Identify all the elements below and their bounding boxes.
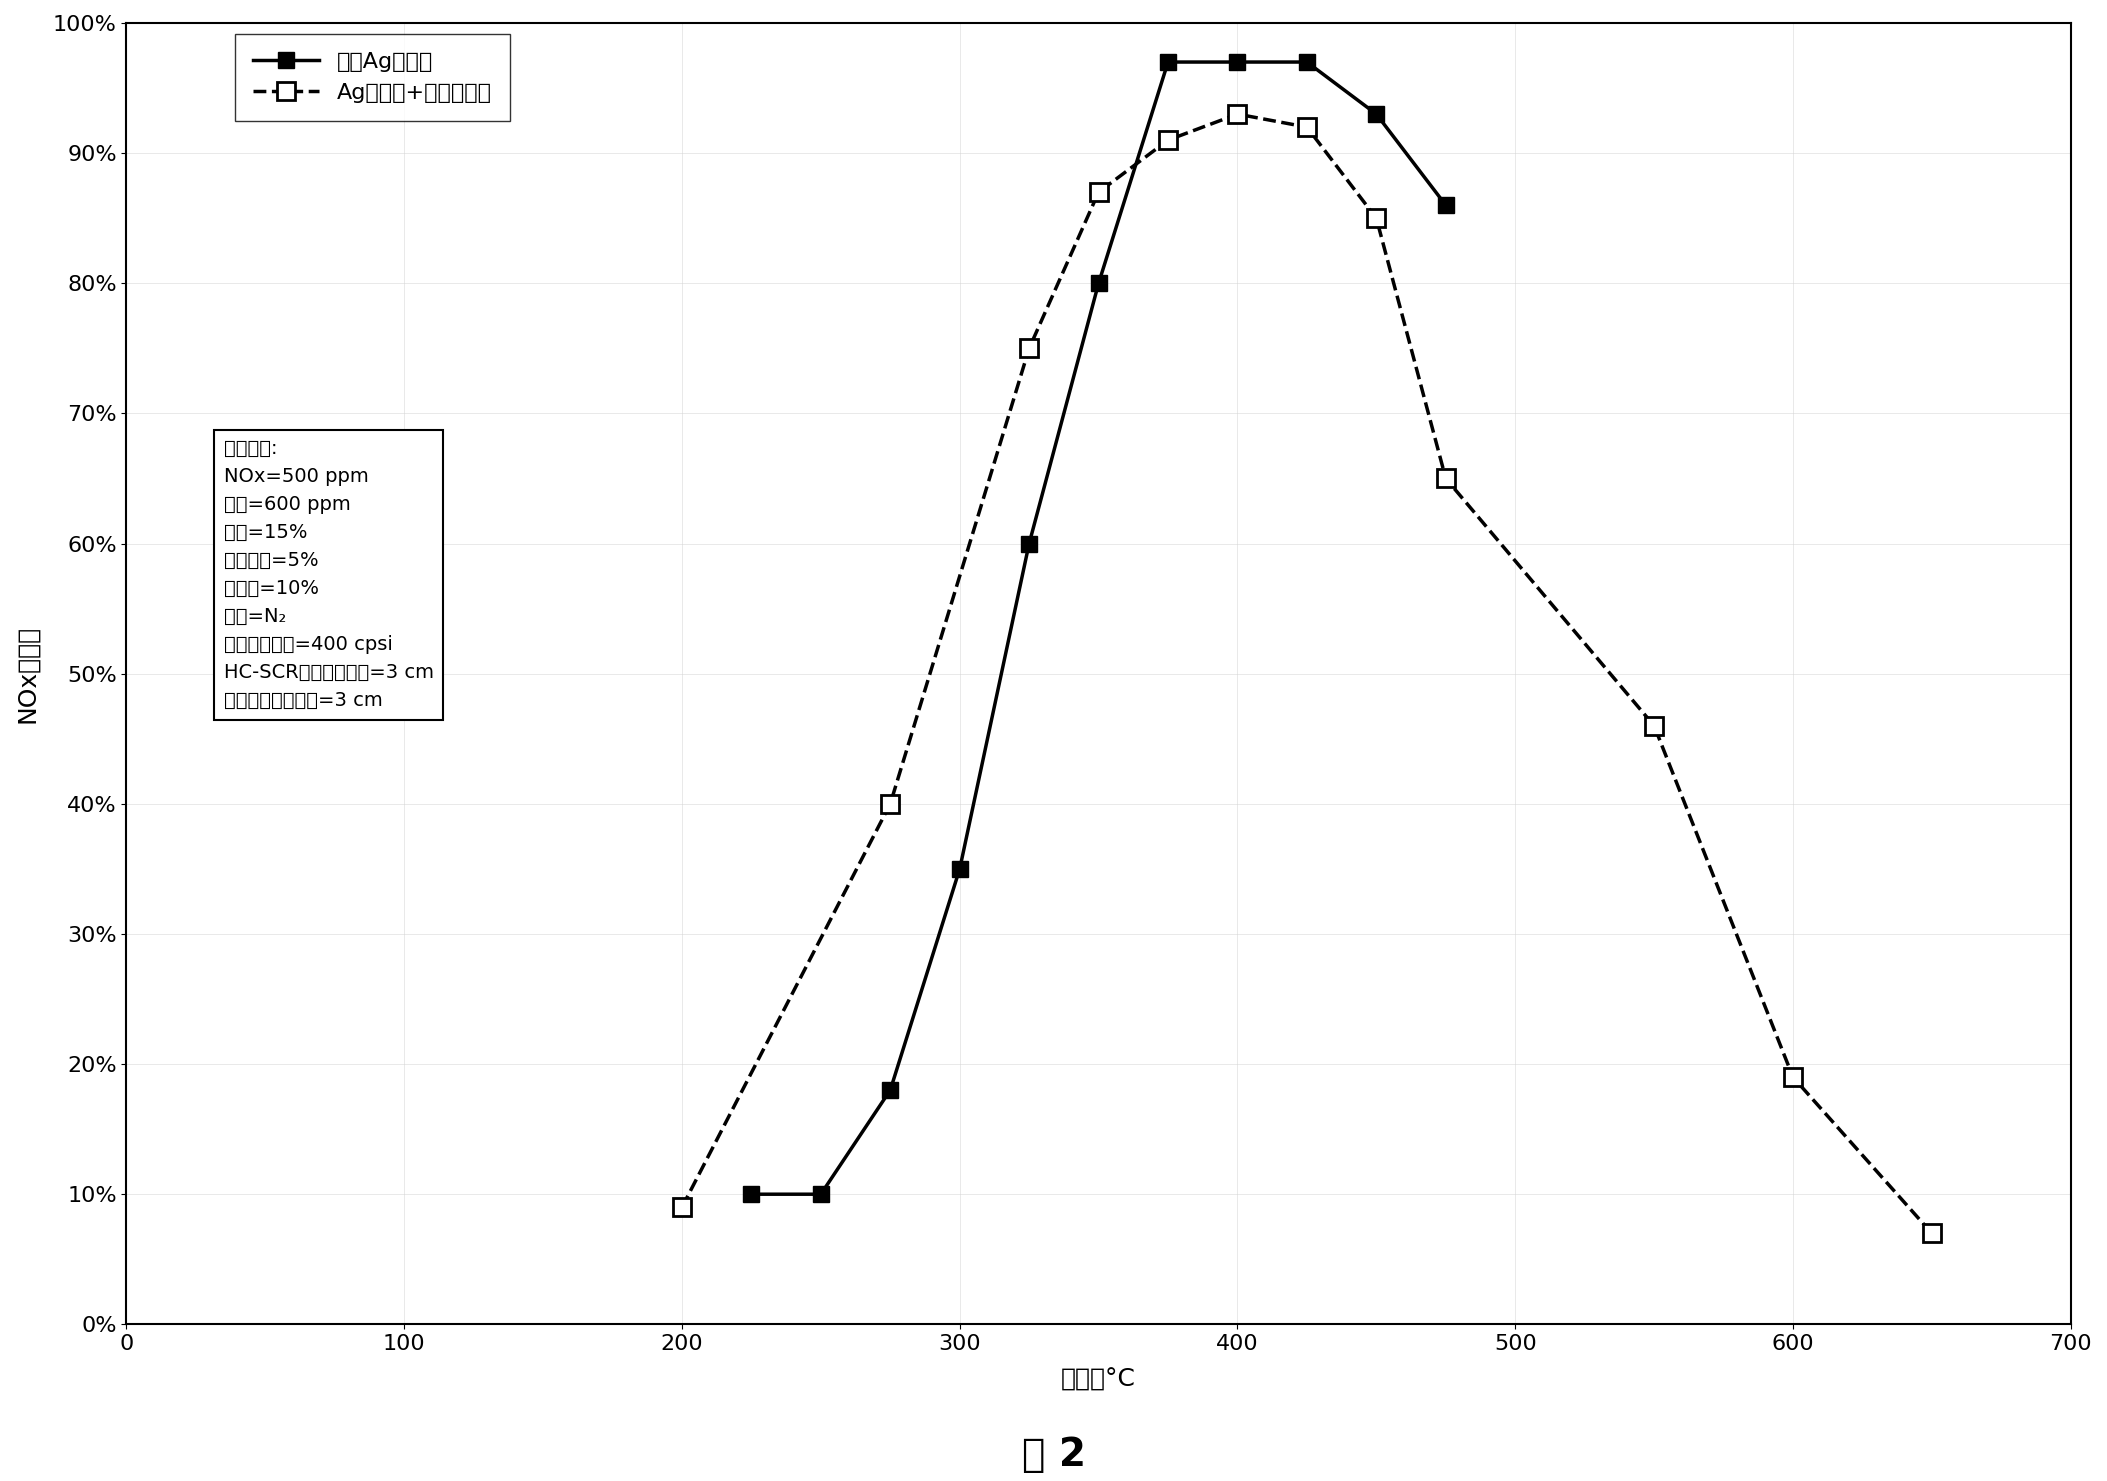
Ag催化剂+氧化催化剂 bbox=[1780, 1068, 1806, 1086]
Ag催化剂+氧化催化剂 bbox=[879, 795, 904, 813]
Ag催化剂+氧化催化剂 bbox=[1363, 209, 1389, 227]
只有Ag催化剂 bbox=[740, 1185, 765, 1203]
Ag催化剂+氧化催化剂 bbox=[1294, 118, 1319, 136]
Ag催化剂+氧化催化剂 bbox=[1641, 717, 1667, 735]
Text: 试验条件:
NOx=500 ppm
乙醇=600 ppm
氧气=15%
二氧化碳=5%
水蒸汽=10%
其余=N₂
样品池孔密度=400 cpsi
HC-SCR: 试验条件: NOx=500 ppm 乙醇=600 ppm 氧气=15% 二氧化碳… bbox=[223, 440, 434, 711]
Ag催化剂+氧化催化剂 bbox=[1919, 1225, 1945, 1243]
只有Ag催化剂 bbox=[1294, 53, 1319, 71]
Line: 只有Ag催化剂: 只有Ag催化剂 bbox=[744, 55, 1454, 1203]
Ag催化剂+氧化催化剂 bbox=[1016, 339, 1041, 357]
Ag催化剂+氧化催化剂 bbox=[1433, 469, 1458, 487]
X-axis label: 温度，°C: 温度，°C bbox=[1062, 1368, 1136, 1392]
Ag催化剂+氧化催化剂 bbox=[670, 1198, 695, 1216]
Legend: 只有Ag催化剂, Ag催化剂+氧化催化剂: 只有Ag催化剂, Ag催化剂+氧化催化剂 bbox=[234, 34, 510, 121]
只有Ag催化剂 bbox=[1155, 53, 1180, 71]
只有Ag催化剂 bbox=[809, 1185, 834, 1203]
只有Ag催化剂 bbox=[1363, 105, 1389, 123]
只有Ag催化剂 bbox=[1433, 197, 1458, 215]
只有Ag催化剂 bbox=[1224, 53, 1249, 71]
Text: 图 2: 图 2 bbox=[1022, 1437, 1085, 1474]
只有Ag催化剂 bbox=[946, 860, 971, 878]
Ag催化剂+氧化催化剂 bbox=[1224, 105, 1249, 123]
只有Ag催化剂 bbox=[879, 1081, 904, 1099]
只有Ag催化剂 bbox=[1085, 274, 1110, 292]
Line: Ag催化剂+氧化催化剂: Ag催化剂+氧化催化剂 bbox=[672, 105, 1941, 1243]
Y-axis label: NOx转化率: NOx转化率 bbox=[15, 625, 40, 723]
只有Ag催化剂 bbox=[1016, 535, 1041, 552]
Ag催化剂+氧化催化剂 bbox=[1085, 184, 1110, 201]
Ag催化剂+氧化催化剂 bbox=[1155, 132, 1180, 150]
